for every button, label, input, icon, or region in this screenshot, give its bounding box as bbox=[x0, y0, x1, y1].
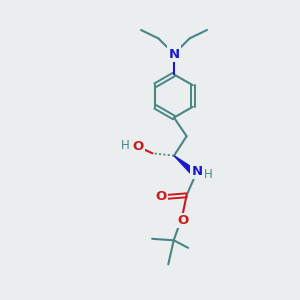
Text: N: N bbox=[168, 47, 180, 61]
Polygon shape bbox=[174, 156, 194, 174]
Text: N: N bbox=[191, 165, 203, 178]
Text: H: H bbox=[121, 139, 130, 152]
Text: O: O bbox=[132, 140, 144, 153]
Text: O: O bbox=[177, 214, 188, 227]
Text: O: O bbox=[156, 190, 167, 203]
Text: H: H bbox=[204, 168, 213, 181]
